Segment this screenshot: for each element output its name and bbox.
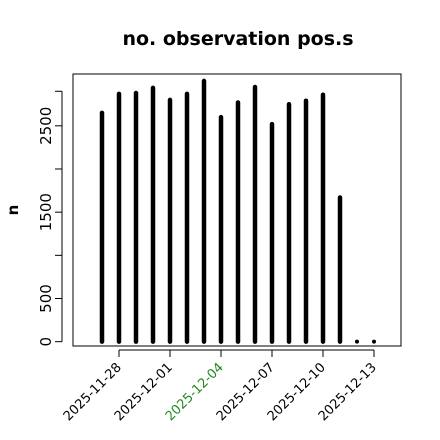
- bars: [99, 78, 376, 344]
- y-tick-label-2500: 2500: [37, 107, 55, 145]
- y-tick-label-1500: 1500: [37, 193, 55, 231]
- x-axis: 2025-11-282025-12-012025-12-042025-12-07…: [61, 349, 380, 424]
- chart-title: no. observation pos.s: [122, 28, 353, 50]
- plot-frame: [72, 73, 402, 347]
- bar-2025-12-13: [372, 339, 376, 344]
- y-tick-label-500: 500: [37, 284, 55, 313]
- bar-2025-12-12: [355, 339, 359, 344]
- y-tick-label-0: 0: [37, 337, 55, 347]
- y-axis-label: n: [4, 205, 22, 216]
- y-axis: 0 500 1500 2500: [37, 90, 63, 347]
